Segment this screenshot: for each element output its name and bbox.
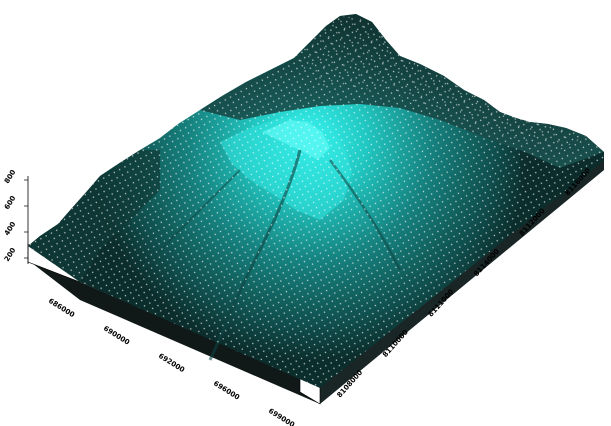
x-tick-label: 699000	[267, 407, 296, 426]
z-tick-label: 800	[3, 168, 18, 185]
elevation-sample-points-ridge	[294, 14, 586, 150]
z-tick-label: 200	[3, 246, 18, 263]
base-left-side	[28, 244, 320, 404]
z-tick-label: 600	[3, 194, 18, 211]
x-tick-label: 692000	[157, 352, 186, 374]
z-tick-label: 400	[3, 220, 18, 237]
x-tick-label: 696000	[212, 379, 241, 401]
x-tick-label: 686000	[47, 297, 76, 319]
terrain-surface	[28, 14, 604, 388]
x-tick-label: 690000	[102, 324, 131, 346]
z-axis: 800 600 400 200	[3, 168, 29, 264]
